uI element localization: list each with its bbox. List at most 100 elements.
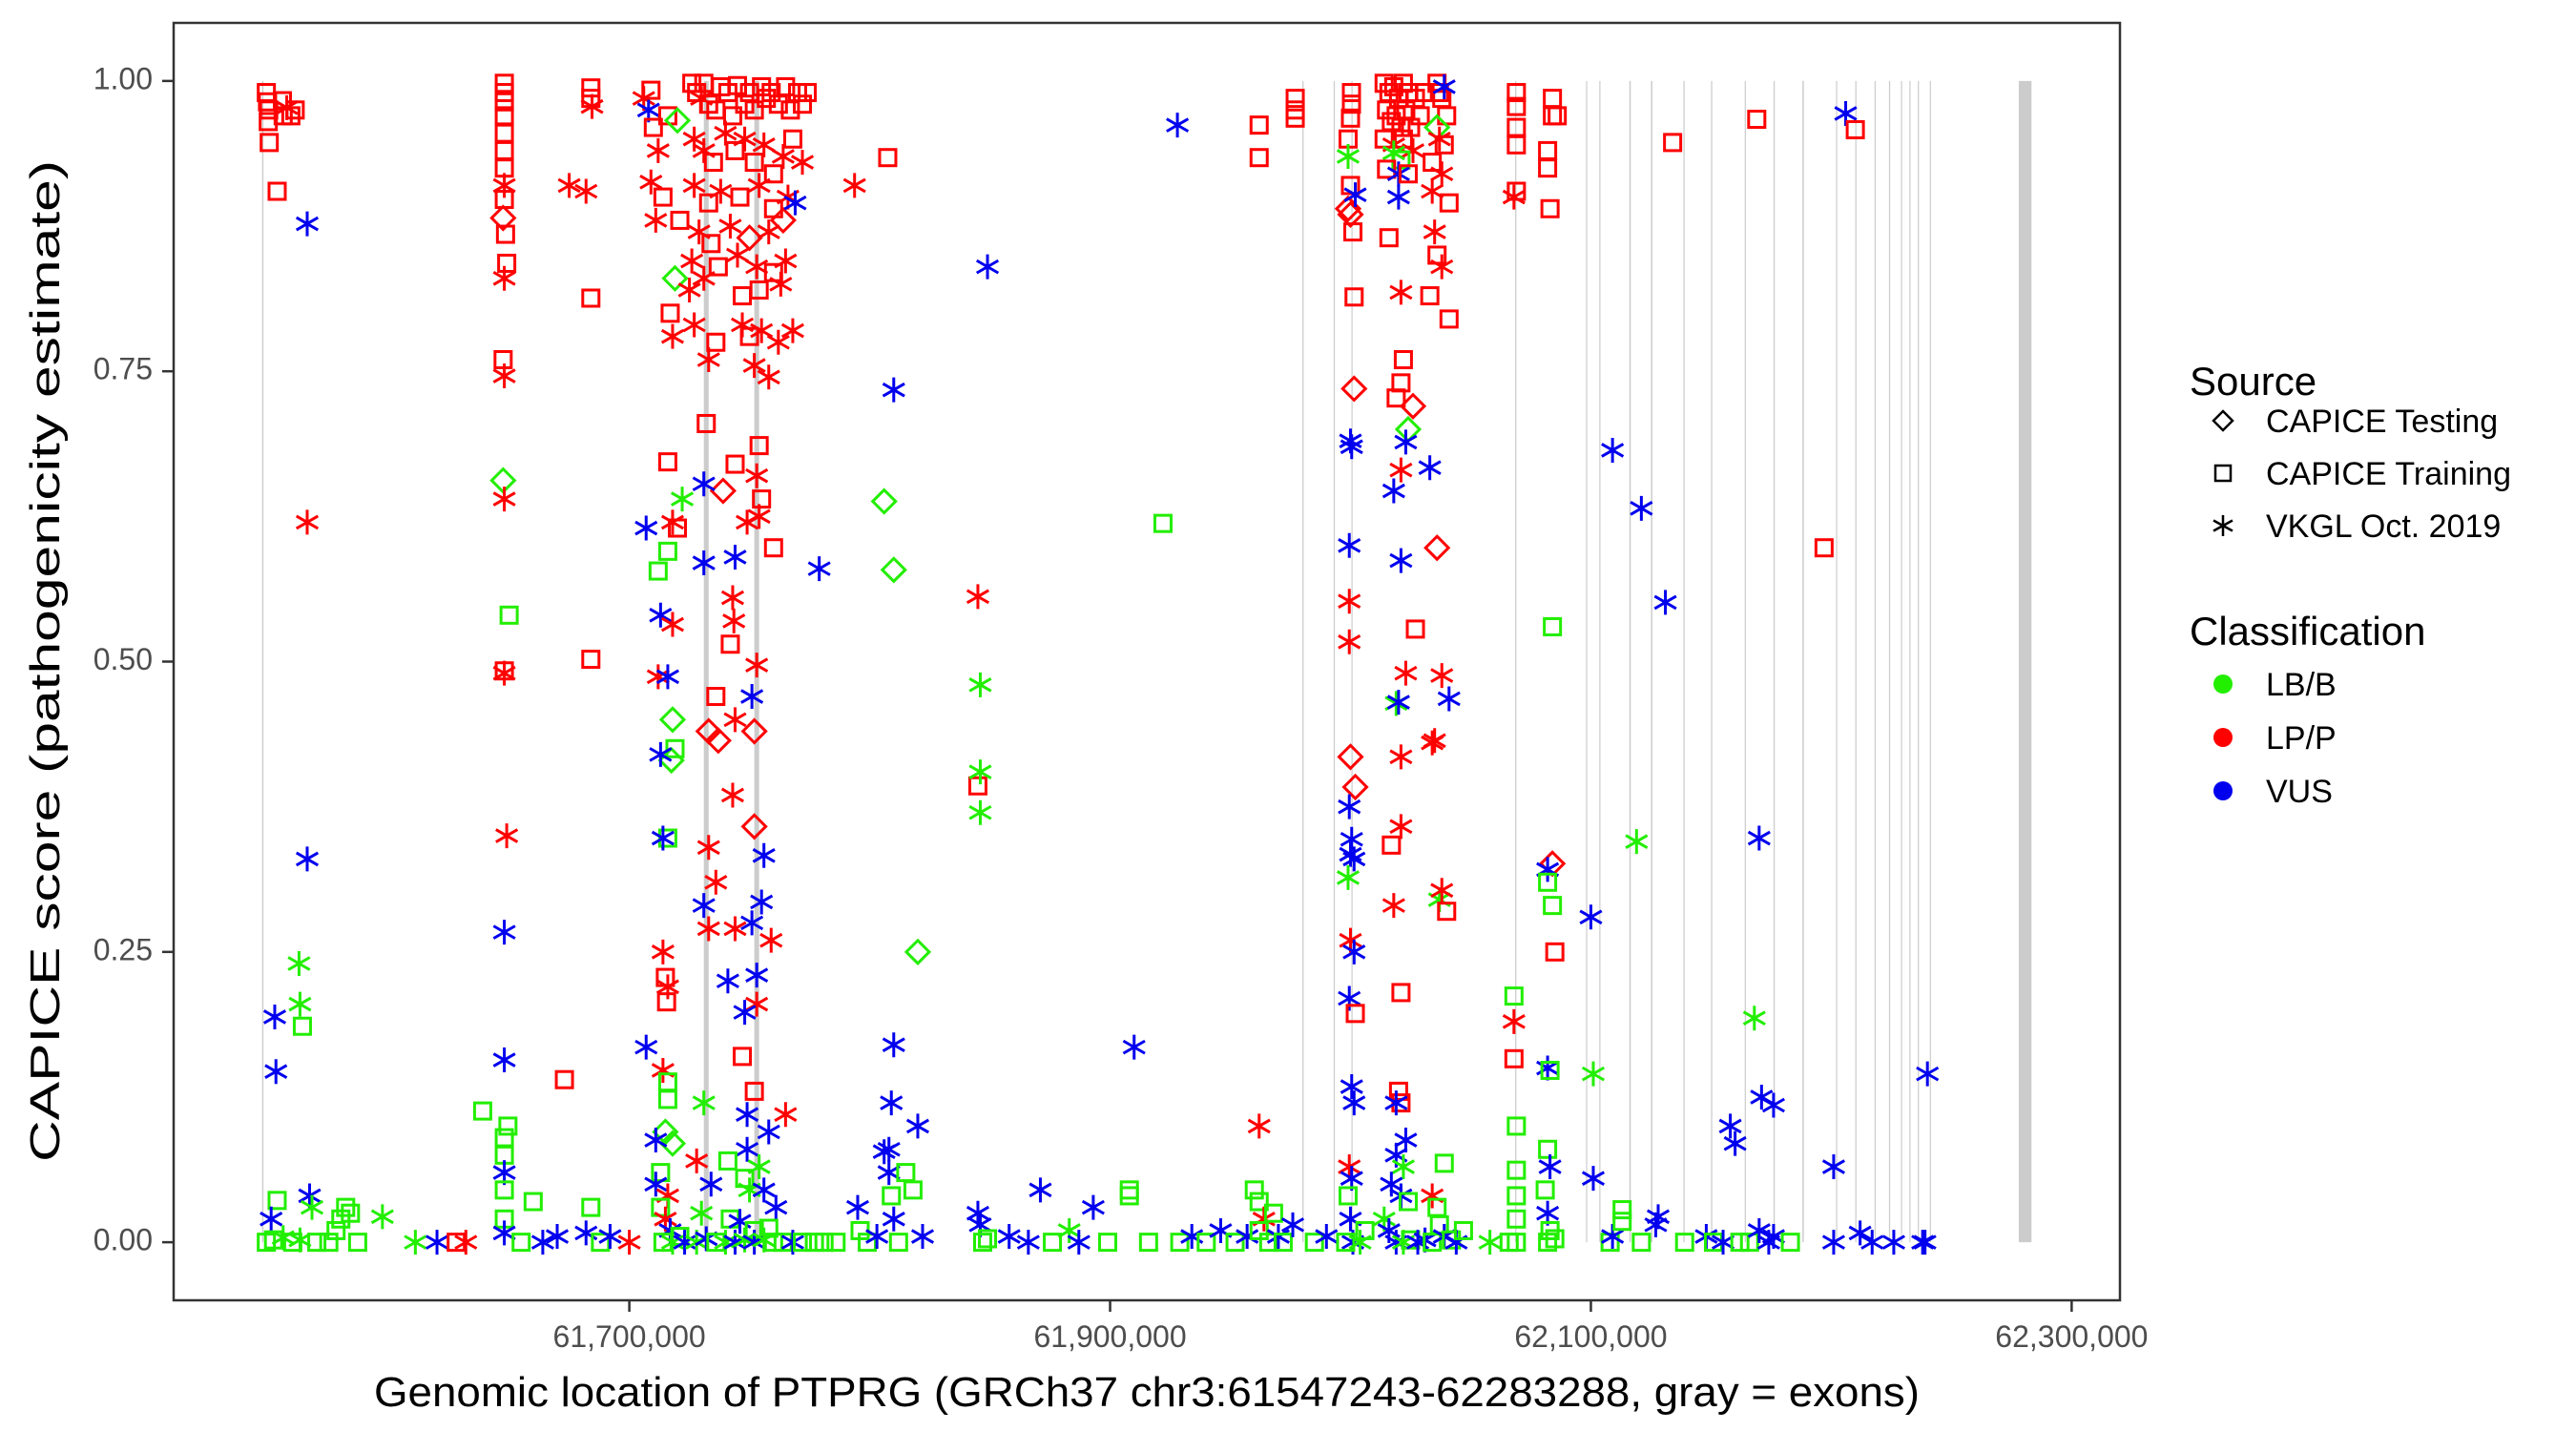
point-vkgl-asterisk	[1747, 825, 1771, 851]
point-training-square	[1355, 1220, 1375, 1240]
point-vkgl-asterisk	[745, 963, 769, 988]
point-training-square	[267, 1191, 287, 1211]
exon-line	[1855, 80, 1857, 1243]
point-training-square	[1506, 1116, 1527, 1136]
point-training-square	[495, 224, 515, 244]
point-training-square	[703, 153, 723, 173]
point-training-square	[814, 1233, 834, 1253]
point-training-square	[497, 253, 517, 273]
point-vkgl-asterisk	[649, 741, 673, 767]
point-training-square	[1540, 1060, 1560, 1080]
exon-line	[1302, 80, 1304, 1243]
point-training-square	[749, 280, 769, 300]
point-vkgl-asterisk	[865, 1224, 889, 1250]
point-vkgl-asterisk	[1653, 590, 1677, 615]
point-training-square	[1398, 164, 1418, 184]
exon-line	[1711, 80, 1713, 1243]
point-training-square	[735, 94, 755, 114]
point-testing-diamond	[652, 1118, 679, 1146]
point-vkgl-asterisk	[910, 1224, 935, 1250]
point-training-square	[1098, 1233, 1118, 1253]
point-training-square	[706, 687, 726, 707]
point-training-square	[1538, 158, 1558, 178]
point-vkgl-asterisk	[1401, 137, 1425, 163]
point-training-square	[1249, 1220, 1269, 1240]
point-vkgl-asterisk	[634, 1034, 658, 1060]
point-vkgl-asterisk	[736, 1102, 759, 1128]
point-vkgl-asterisk	[1394, 429, 1418, 455]
point-vkgl-asterisk	[692, 471, 716, 497]
point-training-square	[720, 634, 740, 654]
point-vkgl-asterisk	[1067, 1230, 1091, 1255]
point-training-square	[1545, 1229, 1565, 1249]
point-training-square	[511, 1233, 531, 1253]
point-training-square	[1170, 1233, 1190, 1253]
point-vkgl-asterisk	[1380, 1172, 1403, 1197]
point-training-square	[1538, 872, 1558, 892]
point-vkgl-asterisk	[1389, 457, 1413, 483]
asterisk-icon	[2212, 515, 2233, 536]
point-training-square	[657, 541, 677, 561]
point-training-square	[763, 1233, 783, 1253]
point-vkgl-asterisk	[1386, 184, 1410, 210]
point-training-square	[665, 738, 685, 758]
point-vkgl-asterisk	[966, 584, 990, 610]
point-training-square	[1391, 1093, 1411, 1113]
point-vkgl-asterisk	[660, 509, 685, 535]
point-vkgl-asterisk	[968, 672, 992, 697]
point-testing-diamond	[740, 717, 768, 745]
point-vkgl-asterisk	[1166, 113, 1190, 138]
exon-line	[1515, 80, 1517, 1243]
point-vkgl-asterisk	[845, 1194, 870, 1220]
point-training-square	[1535, 1180, 1555, 1200]
point-vkgl-asterisk	[425, 1230, 449, 1255]
point-vkgl-asterisk	[1247, 1113, 1271, 1139]
point-training-square	[660, 303, 680, 323]
point-training-square	[1437, 902, 1457, 922]
point-training-square	[1263, 1203, 1283, 1223]
point-vkgl-asterisk	[757, 219, 780, 245]
point-training-square	[336, 1197, 356, 1217]
point-vkgl-asterisk	[752, 1177, 776, 1203]
point-vkgl-asterisk	[1389, 548, 1413, 573]
point-vkgl-asterisk	[260, 1206, 283, 1232]
legend-title-source: Source	[2190, 359, 2316, 404]
point-vkgl-asterisk	[1389, 814, 1413, 840]
point-testing-diamond	[769, 206, 797, 235]
point-training-square	[1341, 94, 1361, 114]
point-vkgl-asterisk	[1718, 1113, 1742, 1139]
point-vkgl-asterisk	[644, 1128, 668, 1153]
point-training-square	[763, 538, 783, 558]
legend-label: CAPICE Training	[2266, 456, 2511, 492]
point-training-square	[1506, 1186, 1527, 1206]
point-vkgl-asterisk	[736, 1136, 759, 1162]
legend-title-classification: Classification	[2190, 609, 2425, 653]
point-training-square	[292, 1016, 312, 1036]
point-vkgl-asterisk	[646, 137, 670, 163]
point-vkgl-asterisk	[655, 664, 679, 690]
point-training-square	[798, 83, 818, 103]
point-training-square	[1340, 108, 1361, 128]
point-training-square	[1138, 1233, 1158, 1253]
point-training-square	[472, 1101, 492, 1121]
point-vkgl-asterisk	[1834, 100, 1858, 126]
point-training-square	[1543, 896, 1563, 916]
exon-line	[1651, 80, 1652, 1243]
point-training-square	[657, 828, 677, 848]
point-training-square	[1379, 228, 1399, 248]
point-vkgl-asterisk	[968, 799, 992, 825]
point-vkgl-asterisk	[1821, 1154, 1845, 1180]
point-vkgl-asterisk	[1579, 904, 1603, 930]
point-vkgl-asterisk	[1338, 629, 1361, 654]
point-vkgl-asterisk	[1761, 1092, 1785, 1118]
point-vkgl-asterisk	[1478, 1230, 1502, 1255]
point-training-square	[749, 436, 769, 456]
point-vkgl-asterisk	[1430, 878, 1454, 903]
exon-line	[1874, 80, 1876, 1243]
point-training-square	[1663, 133, 1683, 153]
point-vkgl-asterisk	[690, 1200, 714, 1226]
point-vkgl-asterisk	[842, 173, 866, 198]
point-training-square	[744, 153, 764, 173]
point-vkgl-asterisk	[262, 1004, 287, 1029]
point-training-square	[1196, 1233, 1216, 1253]
